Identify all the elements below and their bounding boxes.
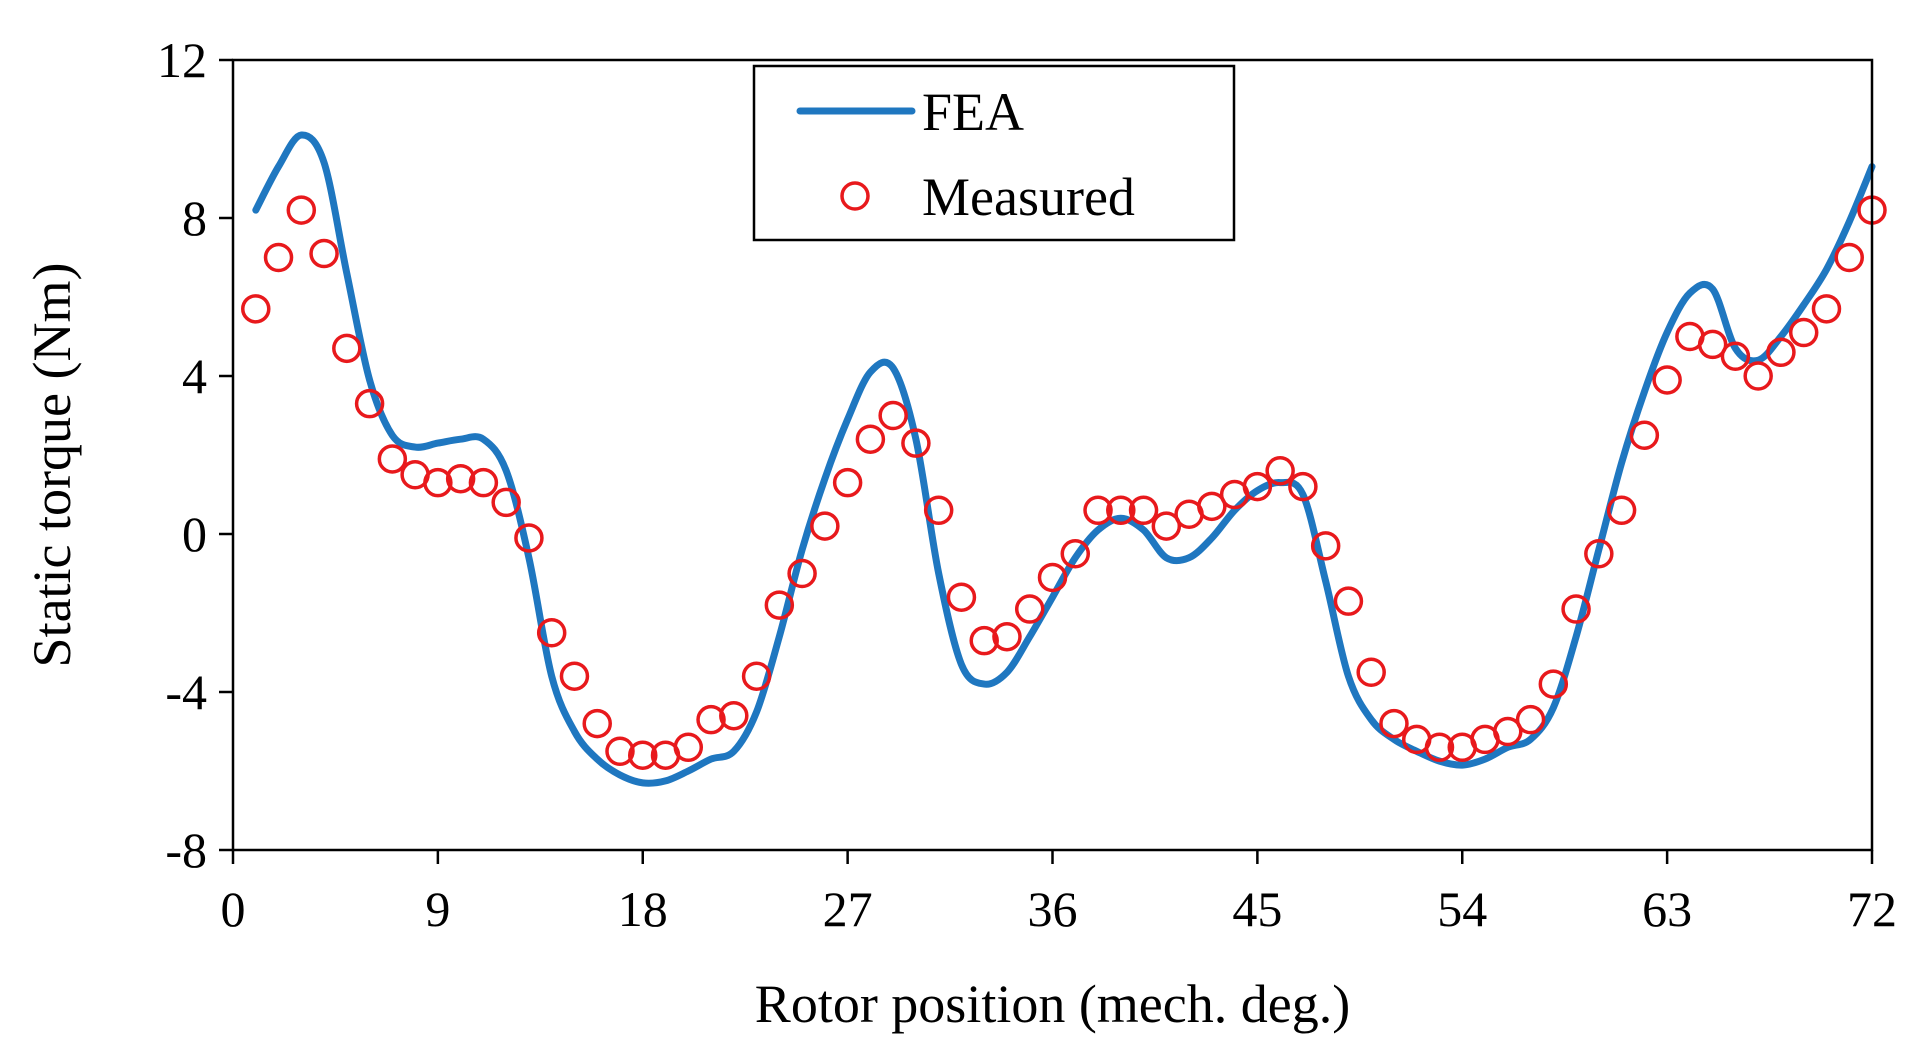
measured-point xyxy=(263,242,294,273)
measured-point xyxy=(923,495,954,526)
y-tick-label: 12 xyxy=(157,32,207,88)
measured-point xyxy=(1561,594,1591,624)
measured-point xyxy=(1788,317,1819,348)
measured-point xyxy=(1811,294,1842,324)
x-axis-title: Rotor position (mech. deg.) xyxy=(755,974,1350,1034)
measured-point xyxy=(491,487,521,518)
measured-point xyxy=(1652,365,1682,395)
y-tick-label: 4 xyxy=(182,348,207,404)
measured-point xyxy=(787,558,817,589)
measured-point xyxy=(536,618,567,648)
measured-point xyxy=(1151,511,1182,541)
measured-point xyxy=(901,428,931,458)
measured-point xyxy=(332,333,362,364)
y-tick-label: -4 xyxy=(165,664,207,720)
x-tick-label: 72 xyxy=(1847,881,1897,937)
measured-point xyxy=(1584,539,1614,569)
measured-point xyxy=(673,732,704,763)
measured-point xyxy=(582,708,612,739)
x-tick-label: 45 xyxy=(1232,881,1282,937)
x-tick-label: 63 xyxy=(1642,881,1692,937)
measured-point xyxy=(1037,562,1068,593)
measured-point xyxy=(1629,420,1660,450)
x-tick-label: 27 xyxy=(823,881,873,937)
x-tick-label: 9 xyxy=(425,881,450,937)
measured-point xyxy=(468,467,499,498)
measured-point xyxy=(1197,491,1227,522)
y-axis-title: Static torque (Nm) xyxy=(22,263,82,668)
measured-point xyxy=(514,523,544,553)
y-tick-label: -8 xyxy=(165,822,207,878)
measured-point xyxy=(1766,337,1796,368)
measured-point xyxy=(423,467,453,498)
measured-point xyxy=(946,582,977,612)
measured-point xyxy=(309,238,339,269)
measured-point xyxy=(1720,341,1751,371)
measured-point xyxy=(1697,329,1728,360)
x-tick-label: 0 xyxy=(221,881,246,937)
measured-point xyxy=(1310,531,1341,561)
measured-point xyxy=(1128,495,1159,526)
x-tick-label: 36 xyxy=(1028,881,1078,937)
measured-point xyxy=(605,736,635,766)
measured-point xyxy=(992,621,1022,652)
measured-point xyxy=(1606,495,1637,526)
measured-point xyxy=(832,467,863,498)
measured-point xyxy=(354,388,385,419)
measured-point xyxy=(628,740,658,770)
measured-point xyxy=(810,511,840,541)
y-tick-label: 8 xyxy=(182,190,207,246)
tick-labels: 0 9 18 27 36 45 54 63 72 -8 -4 0 4 8 12 xyxy=(157,32,1897,937)
measured-point xyxy=(1265,456,1295,486)
measured-point xyxy=(286,195,317,225)
measured-point xyxy=(559,661,590,691)
measured-point xyxy=(764,590,795,620)
measured-point xyxy=(719,700,749,731)
measured-point xyxy=(445,463,476,494)
measured-point xyxy=(878,400,908,431)
plot-area xyxy=(241,131,1887,787)
axes xyxy=(219,58,1874,864)
measured-point xyxy=(1333,586,1364,616)
measured-point xyxy=(696,704,726,735)
measured-point xyxy=(377,444,408,474)
measured-point xyxy=(1060,539,1091,569)
measured-point xyxy=(855,424,886,454)
measured-point xyxy=(1493,716,1523,747)
x-tick-label: 18 xyxy=(618,881,668,937)
measured-point xyxy=(241,294,271,324)
measured-point xyxy=(1083,495,1113,526)
measured-point xyxy=(1515,704,1546,735)
measured-point xyxy=(1356,657,1386,687)
measured-point xyxy=(1743,361,1773,391)
measured-point xyxy=(1424,732,1455,763)
measured-point xyxy=(1106,495,1136,526)
legend-fea-label: FEA xyxy=(922,82,1024,142)
legend: FEA Measured xyxy=(752,64,1236,242)
y-tick-label: 0 xyxy=(182,506,207,562)
legend-box xyxy=(752,64,1236,242)
legend-measured-label: Measured xyxy=(922,167,1135,227)
measured-point xyxy=(1538,669,1569,699)
legend-measured-swatch xyxy=(840,181,870,211)
measured-point xyxy=(1379,708,1409,739)
measured-point xyxy=(1242,471,1273,502)
measured-point xyxy=(741,661,772,691)
measured-point xyxy=(1834,242,1864,273)
x-tick-label: 54 xyxy=(1437,881,1487,937)
measured-point xyxy=(969,625,999,656)
measured-point xyxy=(1014,594,1045,624)
measured-point xyxy=(1288,471,1318,502)
